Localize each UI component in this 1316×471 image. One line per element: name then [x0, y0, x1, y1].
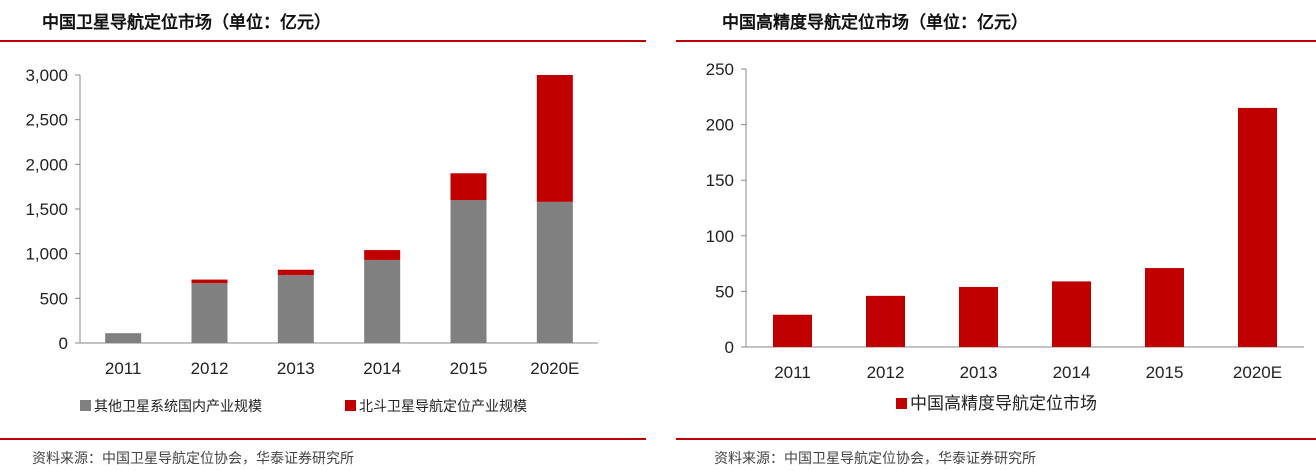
bar-value	[1238, 107, 1277, 347]
bar-segment	[450, 173, 487, 201]
source-divider	[0, 438, 646, 440]
y-tick-label: 100	[706, 227, 734, 246]
x-tick-label: 2015	[450, 359, 488, 378]
bar-value	[866, 295, 905, 347]
y-tick-label: 2,500	[25, 111, 68, 130]
y-tick-label: 50	[715, 282, 734, 301]
x-tick-label: 2013	[277, 359, 315, 378]
chart-title: 中国高精度导航定位市场（单位：亿元）	[722, 13, 1028, 33]
x-tick-label: 2015	[1146, 363, 1184, 382]
y-tick-label: 2,000	[25, 155, 68, 174]
bar-segment	[105, 333, 142, 343]
x-tick-label: 2014	[1053, 363, 1091, 382]
bar-segment	[364, 250, 401, 260]
stacked-bar-chart: 0 500 1,000 1,500 2,000 2,500 3,000 2011 2012 201…	[25, 66, 598, 414]
y-tick-label: 0	[59, 334, 68, 353]
y-tick-label: 1,000	[25, 245, 68, 264]
bar-value	[959, 286, 998, 347]
bar-chart: 0 50 100 150 200 250 2011 2012 2013 2014 2015 2020E…	[706, 60, 1304, 413]
legend-swatch	[345, 400, 356, 411]
legend-label: 其他卫星系统国内产业规模	[94, 398, 262, 414]
bar-segment	[277, 269, 314, 276]
bar-value	[1145, 268, 1184, 347]
bar-value	[1052, 281, 1091, 347]
y-tick-label: 1,500	[25, 200, 68, 219]
y-tick-label: 500	[40, 289, 68, 308]
bar-segment	[277, 275, 314, 343]
x-tick-label: 2020E	[530, 359, 579, 378]
y-tick-label: 150	[706, 171, 734, 190]
x-tick-label: 2014	[363, 359, 401, 378]
bar-value	[773, 314, 812, 347]
y-tick-label: 250	[706, 60, 734, 79]
bar-segment	[536, 75, 573, 202]
bar-segment	[364, 259, 401, 343]
x-tick-label: 2012	[191, 359, 229, 378]
x-tick-label: 2012	[867, 363, 905, 382]
x-tick-label: 2011	[105, 359, 142, 378]
y-tick-label: 3,000	[25, 66, 68, 85]
bar-segment	[191, 279, 228, 284]
source-divider	[676, 438, 1316, 440]
right-chart-panel: 中国高精度导航定位市场（单位：亿元） 0 50 100 150 200 250 2011 20…	[676, 0, 1316, 471]
legend-swatch	[80, 400, 91, 411]
chart-title: 中国卫星导航定位市场（单位：亿元）	[42, 13, 331, 33]
y-tick-label: 200	[706, 116, 734, 135]
legend-swatch	[896, 398, 907, 409]
bar-segment	[536, 201, 573, 343]
bar-segment	[450, 200, 487, 343]
title-divider	[0, 40, 646, 42]
bar-segment	[191, 283, 228, 343]
source-note: 资料来源：中国卫星导航定位协会，华泰证券研究所	[32, 451, 354, 467]
y-tick-label: 0	[725, 338, 734, 357]
x-tick-label: 2013	[960, 363, 998, 382]
source-note: 资料来源：中国卫星导航定位协会，华泰证券研究所	[714, 451, 1036, 467]
title-divider	[676, 40, 1316, 42]
x-tick-label: 2020E	[1233, 363, 1282, 382]
legend-label: 北斗卫星导航定位产业规模	[359, 398, 527, 414]
legend-label: 中国高精度导航定位市场	[910, 394, 1097, 413]
x-tick-label: 2011	[774, 363, 811, 382]
left-chart-panel: 中国卫星导航定位市场（单位：亿元） 0 500 1,000 1,500 2,000 2,5…	[0, 0, 646, 471]
